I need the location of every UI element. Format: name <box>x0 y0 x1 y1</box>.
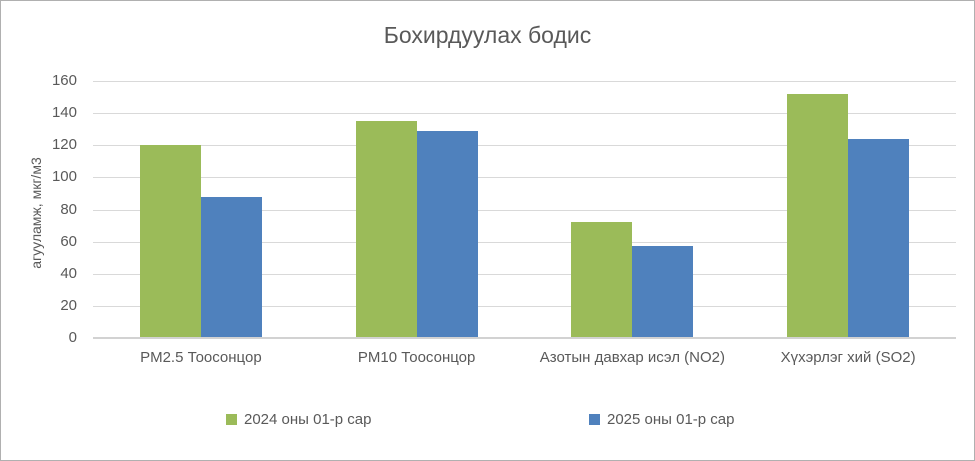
bar-group <box>309 81 525 338</box>
legend-label: 2024 оны 01-р сар <box>244 410 372 428</box>
y-axis-ticks: 0 20 40 60 80 100 120 140 160 <box>1 1 81 460</box>
legend-entry: 2025 оны 01-р сар <box>589 410 735 428</box>
bar-series2-cat3 <box>632 246 694 338</box>
gridline <box>93 241 956 243</box>
bar-series2-cat1 <box>200 196 262 338</box>
y-tick-label: 160 <box>51 72 77 89</box>
y-tick-label: 120 <box>51 136 77 154</box>
gridline <box>93 177 956 179</box>
plot-area <box>93 81 956 339</box>
legend: 2024 оны 01-р сар 2025 оны 01-р сар <box>1 410 974 430</box>
gridline <box>93 113 956 115</box>
bar-series1-cat1 <box>139 145 201 338</box>
bar-group <box>525 81 741 338</box>
bar-group <box>93 81 309 338</box>
y-tick-label: 60 <box>60 232 77 250</box>
x-axis-line <box>93 337 956 339</box>
gridline <box>93 305 956 307</box>
y-tick-label: 20 <box>60 296 77 314</box>
gridline <box>93 273 956 275</box>
y-tick-label: 0 <box>68 329 77 346</box>
gridline <box>93 145 956 147</box>
y-tick-label: 80 <box>60 200 77 218</box>
y-tick-label: 100 <box>51 168 77 186</box>
legend-swatch-icon <box>589 413 600 425</box>
gridline <box>93 209 956 211</box>
gridline <box>93 81 956 82</box>
bar-series2-cat2 <box>416 130 478 338</box>
bar-group <box>740 81 956 338</box>
bar-series1-cat2 <box>355 121 417 338</box>
x-axis-label: PM2.5 Тоосонцор <box>140 349 262 366</box>
bar-series1-cat3 <box>571 222 633 338</box>
bar-series1-cat4 <box>787 93 849 338</box>
x-axis-label: Хүхэрлэг хий (SO2) <box>780 349 916 366</box>
x-axis-label: Азотын давхар исэл (NO2) <box>539 349 725 366</box>
legend-swatch-icon <box>226 413 237 425</box>
x-axis-label: PM10 Тоосонцор <box>357 349 476 366</box>
y-tick-label: 140 <box>51 104 77 122</box>
x-axis-labels: PM2.5 Тоосонцор PM10 Тоосонцор Азотын давх… <box>93 349 956 366</box>
chart-title: Бохирдуулах бодис <box>383 22 592 48</box>
bar-series2-cat4 <box>848 138 910 338</box>
legend-label: 2025 оны 01-р сар <box>607 410 735 428</box>
y-tick-label: 40 <box>60 264 77 282</box>
legend-entry: 2024 оны 01-р сар <box>226 410 372 428</box>
bar-groups <box>93 81 956 338</box>
